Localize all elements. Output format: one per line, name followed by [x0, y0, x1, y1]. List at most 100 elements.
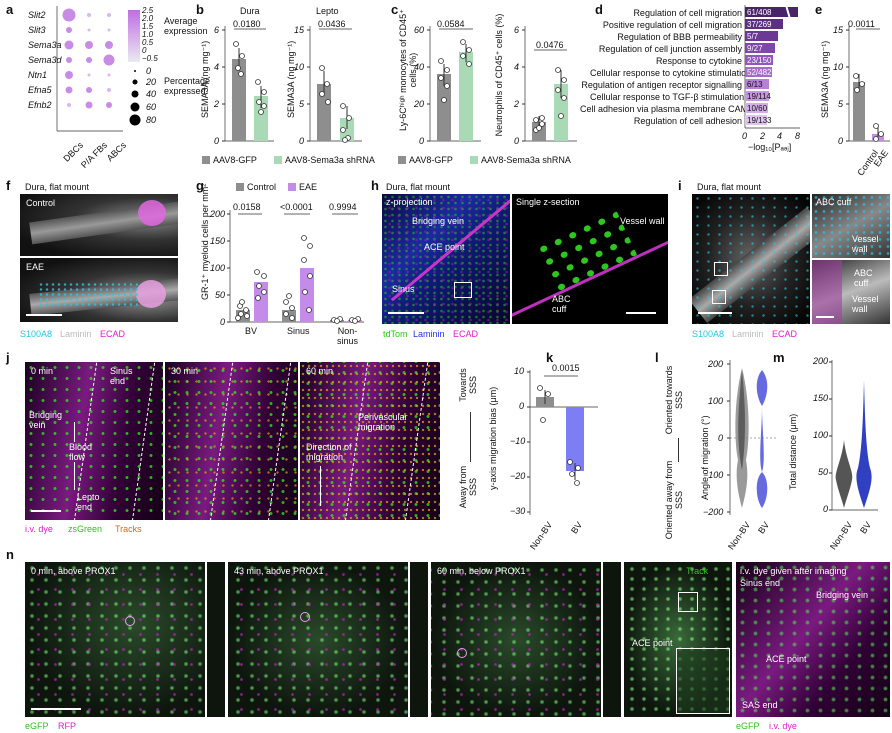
dot — [65, 86, 73, 94]
y-tick: 0 — [718, 433, 724, 443]
dot — [66, 57, 72, 63]
x-tick: 8 — [795, 131, 801, 141]
y-tick: 2 — [214, 99, 220, 109]
bar — [566, 407, 584, 471]
dot — [87, 73, 91, 77]
p-value: 0.0436 — [318, 19, 346, 29]
x-tick: Sinus — [287, 326, 310, 336]
image-title: z-projection — [386, 197, 433, 207]
colorbar — [128, 10, 140, 62]
dot — [66, 27, 72, 33]
y-tick: 200 — [708, 359, 724, 369]
stain-label: zsGreen — [68, 524, 103, 534]
image-title: Track — [686, 566, 709, 576]
bar-plots — [222, 26, 362, 143]
y-axis-label: y-axis migration bias (μm) — [488, 386, 498, 490]
y-tick: 100 — [210, 263, 226, 273]
go-bar — [745, 19, 783, 29]
x-tick: Non-BV — [527, 520, 555, 552]
go-term: Regulation of cell adhesion — [633, 116, 742, 126]
x-tick: Non-BV — [725, 520, 753, 552]
go-term: Regulation of cell migration — [633, 8, 742, 18]
annotation: Sinus end — [740, 578, 781, 588]
panel-label-b: b — [196, 2, 204, 17]
x-tick: BV — [756, 520, 772, 536]
y-tick: 50 — [215, 290, 226, 300]
violin — [856, 380, 872, 508]
go-bar — [745, 79, 769, 89]
annotation: ACE point — [632, 638, 673, 648]
bar-plot — [527, 370, 598, 515]
frame-side — [410, 562, 428, 717]
direction-label: Oriented towards SSS — [664, 365, 684, 435]
time-label: 0 min — [31, 366, 54, 376]
stain-label: Tracks — [115, 524, 142, 534]
go-count: 52/482 — [747, 68, 772, 77]
y-tick: 6 — [514, 25, 520, 35]
scale-bar — [816, 316, 834, 318]
panel-title: Dura, flat mount — [25, 182, 90, 192]
go-count: 10/60 — [747, 104, 768, 113]
legend-swatch — [398, 156, 406, 164]
bar-plots — [427, 26, 577, 142]
micrograph-single-z: Single z-section Vessel wall ABC cuff — [512, 194, 668, 324]
size-legend-tick: 0 — [146, 66, 152, 76]
legend-label: AAV8-GFP — [213, 155, 257, 165]
legend-label: AAV8-Sema3a shRNA — [481, 155, 571, 165]
go-term: Positive regulation of cell migration — [602, 20, 742, 30]
stain-label: S100A8 — [692, 329, 725, 339]
frame-side — [603, 562, 621, 717]
y-tick: 5 — [838, 99, 844, 109]
gene-label: Sema3a — [28, 40, 62, 50]
time-label: 43 min, above PROX1 — [234, 566, 324, 576]
y-tick: 2 — [514, 99, 520, 109]
frame-0min: 0 min Sinus end Bridging vein Blood flow… — [25, 362, 163, 520]
dot — [106, 102, 112, 108]
y-axis-label: Angle of migration (°) — [700, 415, 710, 500]
p-value: 0.0584 — [437, 19, 465, 29]
dot — [107, 73, 111, 77]
y-tick: 4 — [514, 62, 520, 72]
dot — [67, 103, 71, 107]
go-bar — [745, 7, 798, 17]
annotation: Vessel wall — [620, 216, 665, 226]
go-bar — [745, 103, 768, 113]
image-title: i.v. dye given after imaging — [740, 566, 847, 576]
y-tick: 20 — [414, 99, 425, 109]
time-label: 60 min, below PROX1 — [437, 566, 526, 576]
x-tick: Non- sinus — [337, 326, 359, 346]
micrograph-overview — [692, 194, 810, 324]
dot — [107, 88, 111, 92]
panel-label-n: n — [6, 547, 14, 562]
go-count: 9/27 — [747, 44, 763, 53]
colorbar-tick: 1.5 — [142, 22, 154, 31]
dot — [85, 41, 93, 49]
bar — [437, 74, 451, 141]
size-legend-tick: 60 — [146, 102, 157, 112]
bar — [317, 84, 331, 141]
scale-bar — [31, 708, 81, 710]
p-value: 0.0180 — [233, 19, 261, 29]
go-term: Response to cytokine — [655, 56, 742, 66]
legend-swatch — [470, 156, 478, 164]
dot — [86, 57, 92, 63]
annotation: Blood flow — [69, 442, 93, 462]
stain-label: tdTom — [383, 329, 408, 339]
scale-bar — [626, 312, 656, 314]
p-value: 0.9994 — [329, 202, 357, 212]
annotation: ABC cuff — [854, 268, 873, 288]
p-value: 0.0476 — [536, 40, 564, 50]
panel-label-h: h — [371, 178, 379, 193]
y-tick: 0 — [823, 504, 829, 514]
y-tick: 0 — [514, 136, 520, 146]
go-count: 23/150 — [747, 56, 772, 65]
y-tick: 15 — [294, 25, 305, 35]
stain-label: i.v. dye — [25, 524, 53, 534]
stain-label: i.v. dye — [769, 721, 797, 731]
stain-label: ECAD — [772, 329, 798, 339]
violin — [835, 440, 853, 508]
y-axis-label: SEMA3A (ng mg⁻¹) — [200, 40, 210, 118]
go-term: Regulation of cell junction assembly — [598, 44, 742, 54]
legend-swatch — [236, 183, 244, 191]
frame-60min: 60 min Perivascular migration Direction … — [300, 362, 440, 520]
